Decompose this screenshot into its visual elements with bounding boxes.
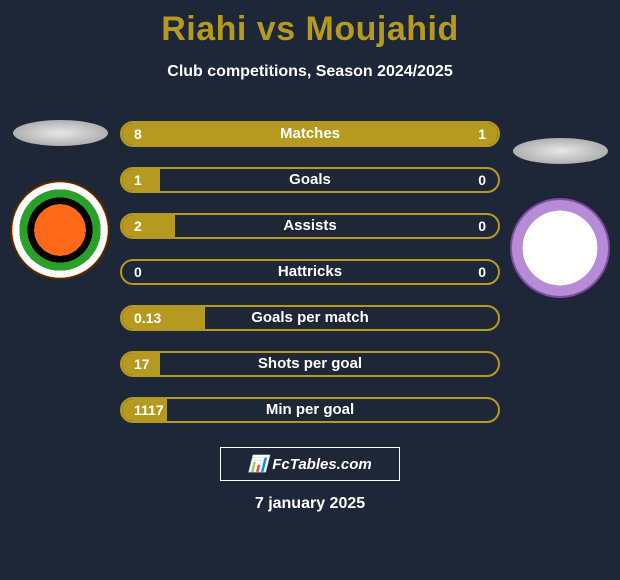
- stat-label: Goals per match: [122, 307, 498, 329]
- stats-list: 81Matches 10Goals 20Assists 00Hattricks 0.13…: [120, 121, 500, 423]
- stat-row: 81Matches: [120, 121, 500, 147]
- subtitle: Club competitions, Season 2024/2025: [0, 63, 620, 81]
- stat-row: 0.13Goals per match: [120, 305, 500, 331]
- stat-label: Assists: [122, 215, 498, 237]
- shadow-ellipse: [13, 120, 108, 146]
- footer-date: 7 january 2025: [0, 495, 620, 513]
- stat-row: 1117Min per goal: [120, 397, 500, 423]
- brand-badge: 📊 FcTables.com: [220, 447, 400, 481]
- stat-label: Matches: [122, 123, 498, 145]
- stat-row: 10Goals: [120, 167, 500, 193]
- stat-label: Goals: [122, 169, 498, 191]
- stat-label: Min per goal: [122, 399, 498, 421]
- club-logo-right: [510, 198, 610, 298]
- stat-row: 20Assists: [120, 213, 500, 239]
- page-title: Riahi vs Moujahid: [0, 0, 620, 49]
- player-left-badge: [10, 120, 110, 280]
- club-logo-left: [10, 180, 110, 280]
- stat-row: 00Hattricks: [120, 259, 500, 285]
- brand-text: FcTables.com: [272, 456, 371, 473]
- stat-label: Hattricks: [122, 261, 498, 283]
- stat-label: Shots per goal: [122, 353, 498, 375]
- shadow-ellipse: [513, 138, 608, 164]
- brand-mark-icon: 📊: [248, 454, 266, 474]
- player-right-badge: [510, 138, 610, 298]
- stat-row: 17Shots per goal: [120, 351, 500, 377]
